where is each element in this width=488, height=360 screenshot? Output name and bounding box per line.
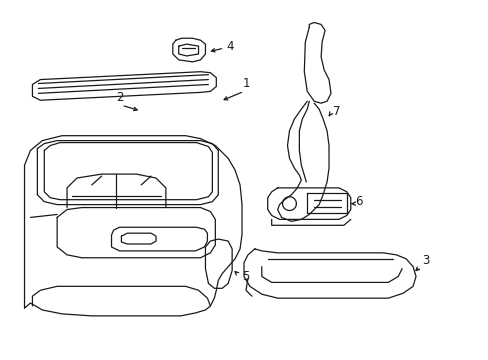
Text: 7: 7: [332, 105, 340, 118]
Text: 1: 1: [242, 77, 249, 90]
Text: 3: 3: [421, 254, 429, 267]
Text: 5: 5: [242, 270, 249, 283]
Text: 2: 2: [116, 91, 123, 104]
Text: 4: 4: [226, 40, 233, 53]
Text: 6: 6: [354, 195, 362, 208]
